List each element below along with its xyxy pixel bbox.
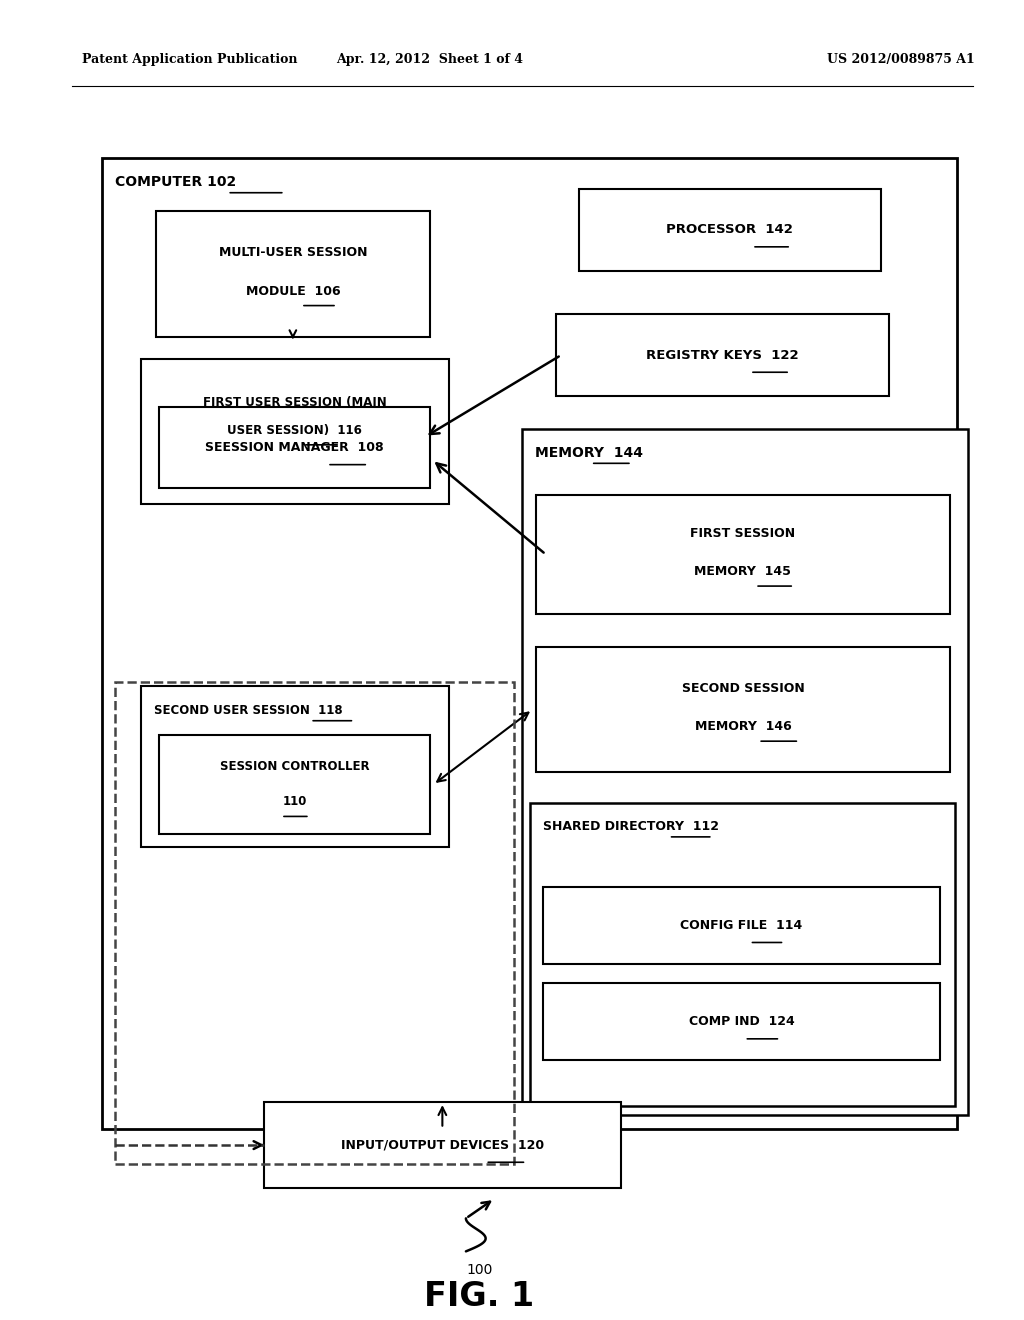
FancyBboxPatch shape <box>530 803 955 1106</box>
Text: Patent Application Publication: Patent Application Publication <box>82 53 297 66</box>
FancyBboxPatch shape <box>102 158 957 1129</box>
FancyBboxPatch shape <box>543 983 940 1060</box>
FancyBboxPatch shape <box>141 359 449 504</box>
Text: FIRST USER SESSION (MAIN: FIRST USER SESSION (MAIN <box>203 396 387 409</box>
Text: COMP IND  124: COMP IND 124 <box>688 1015 795 1028</box>
Text: Apr. 12, 2012  Sheet 1 of 4: Apr. 12, 2012 Sheet 1 of 4 <box>337 53 523 66</box>
Text: US 2012/0089875 A1: US 2012/0089875 A1 <box>827 53 975 66</box>
FancyBboxPatch shape <box>159 735 430 834</box>
Text: SHARED DIRECTORY  112: SHARED DIRECTORY 112 <box>543 820 719 833</box>
Text: MEMORY  145: MEMORY 145 <box>694 565 792 578</box>
FancyBboxPatch shape <box>579 189 881 271</box>
Text: 110: 110 <box>283 796 306 808</box>
Text: MULTI-USER SESSION: MULTI-USER SESSION <box>218 247 368 259</box>
Text: SEESSION MANAGER  108: SEESSION MANAGER 108 <box>205 441 384 454</box>
Text: REGISTRY KEYS  122: REGISTRY KEYS 122 <box>646 348 799 362</box>
Text: SECOND SESSION: SECOND SESSION <box>682 682 804 694</box>
FancyBboxPatch shape <box>159 407 430 488</box>
Text: COMPUTER 102: COMPUTER 102 <box>115 176 236 189</box>
FancyBboxPatch shape <box>536 647 950 772</box>
Text: SECOND USER SESSION  118: SECOND USER SESSION 118 <box>154 704 342 717</box>
Text: MEMORY  146: MEMORY 146 <box>694 721 792 733</box>
Text: FIG. 1: FIG. 1 <box>424 1280 535 1312</box>
Text: SESSION CONTROLLER: SESSION CONTROLLER <box>219 760 370 772</box>
FancyBboxPatch shape <box>522 429 968 1115</box>
Text: MODULE  106: MODULE 106 <box>246 285 340 297</box>
Text: PROCESSOR  142: PROCESSOR 142 <box>667 223 793 236</box>
Text: MEMORY  144: MEMORY 144 <box>535 446 642 459</box>
FancyBboxPatch shape <box>556 314 889 396</box>
FancyBboxPatch shape <box>264 1102 621 1188</box>
FancyBboxPatch shape <box>156 211 430 337</box>
Text: 100: 100 <box>466 1263 493 1276</box>
Text: INPUT/OUTPUT DEVICES  120: INPUT/OUTPUT DEVICES 120 <box>341 1139 544 1151</box>
Text: FIRST SESSION: FIRST SESSION <box>690 527 796 540</box>
FancyBboxPatch shape <box>141 686 449 847</box>
FancyBboxPatch shape <box>536 495 950 614</box>
FancyBboxPatch shape <box>543 887 940 964</box>
Text: USER SESSION)  116: USER SESSION) 116 <box>227 424 362 437</box>
Text: CONFIG FILE  114: CONFIG FILE 114 <box>680 919 803 932</box>
